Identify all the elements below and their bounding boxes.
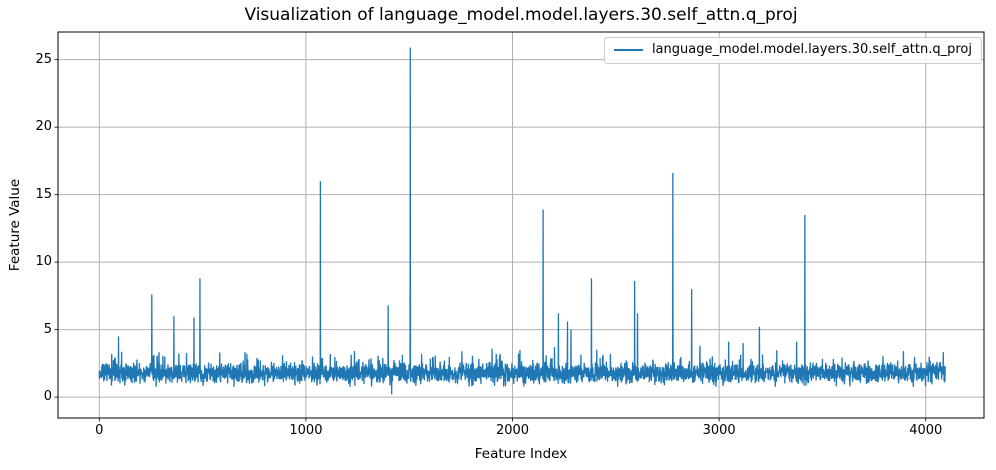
- axes-border: [57, 31, 985, 419]
- y-tick-label: 0: [43, 389, 52, 405]
- x-tick-label: 3000: [702, 423, 736, 438]
- x-tick-label: 2000: [495, 423, 530, 438]
- data-line: [98, 47, 947, 395]
- legend-label: language_model.model.layers.30.self_attn…: [651, 42, 972, 57]
- y-axis-label: Feature Value: [7, 178, 23, 272]
- x-tick-label: 1000: [289, 423, 323, 438]
- y-tick-label: 15: [35, 186, 52, 202]
- legend: language_model.model.layers.30.self_attn…: [603, 37, 982, 64]
- y-tick-label: 25: [35, 51, 52, 67]
- y-tick-label: 20: [35, 119, 52, 135]
- chart-title: Visualization of language_model.model.la…: [244, 5, 798, 25]
- legend-line-sample-icon: [613, 49, 643, 51]
- y-tick-label: 10: [35, 254, 52, 270]
- y-tick-label: 5: [43, 321, 52, 337]
- x-tick-label: 4000: [909, 423, 943, 438]
- x-tick-label: 0: [95, 423, 104, 438]
- x-axis-label: Feature Index: [474, 446, 568, 462]
